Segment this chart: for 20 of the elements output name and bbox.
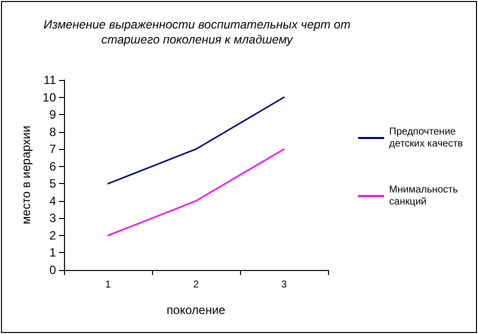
y-tick-label: 2 — [49, 228, 56, 242]
legend-label: Мнимальность санкций — [389, 184, 458, 208]
x-tick-label: 2 — [193, 280, 200, 290]
y-tick-label: 1 — [49, 246, 56, 260]
y-tick-label: 7 — [49, 142, 56, 156]
y-tick-label: 10 — [42, 90, 56, 104]
x-tick-label: 3 — [281, 280, 288, 290]
y-axis-title: место в иерархии — [18, 126, 33, 224]
chart-title: Изменение выраженности воспитательных черт от старшего поколения к младшему — [44, 18, 350, 46]
x-axis-title: поколение — [166, 303, 226, 317]
y-tick-label: 11 — [44, 73, 56, 87]
y-tick-label: 5 — [49, 176, 56, 191]
y-tick-label: 0 — [49, 263, 56, 277]
y-tick-label: 4 — [49, 194, 56, 208]
y-tick-label: 6 — [49, 159, 56, 174]
x-tick-label: 1 — [105, 280, 112, 290]
y-tick-label: 8 — [49, 124, 56, 139]
legend-label: Предпочтение детских качеств — [389, 126, 464, 150]
y-tick-label: 9 — [49, 108, 56, 122]
y-tick-label: 3 — [49, 211, 56, 226]
